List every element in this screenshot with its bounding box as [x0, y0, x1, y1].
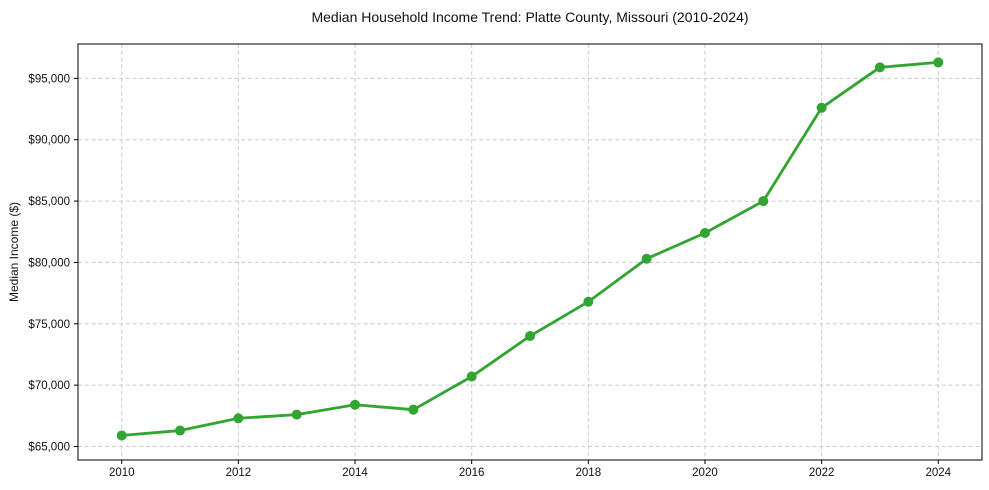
data-point-2019 [641, 253, 652, 264]
x-tick-label: 2014 [342, 467, 368, 479]
x-tick-label: 2020 [692, 467, 718, 479]
income-trend-line [120, 61, 940, 437]
x-tick-label: 2022 [809, 467, 835, 479]
data-point-2021 [758, 196, 769, 207]
y-tick-label: $75,000 [28, 319, 70, 331]
y-tick-label: $80,000 [28, 257, 70, 269]
plot-border [77, 43, 983, 461]
x-tick-label: 2012 [226, 467, 252, 479]
y-tick-label: $85,000 [28, 196, 70, 208]
y-tick-label: $70,000 [28, 380, 70, 392]
x-tick-label: 2024 [925, 467, 951, 479]
data-point-2010 [116, 430, 127, 441]
y-tick-label: $90,000 [28, 135, 70, 147]
data-point-2014 [350, 399, 361, 410]
data-point-2016 [466, 371, 477, 382]
data-point-2012 [233, 413, 244, 424]
data-point-2013 [291, 409, 302, 420]
data-point-2018 [583, 296, 594, 307]
x-tick-label: 2010 [109, 467, 135, 479]
data-point-2024 [933, 57, 944, 68]
data-point-2023 [874, 62, 885, 73]
y-tick-label: $65,000 [28, 442, 70, 454]
y-tick-label: $95,000 [28, 73, 70, 85]
x-tick-label: 2016 [459, 467, 485, 479]
chart-title: Median Household Income Trend: Platte Co… [311, 9, 749, 25]
data-point-2022 [816, 102, 827, 113]
data-point-2015 [408, 404, 419, 415]
data-point-2020 [699, 227, 710, 238]
x-tick-label: 2018 [576, 467, 602, 479]
data-point-2017 [525, 331, 535, 342]
data-point-2011 [175, 425, 186, 436]
